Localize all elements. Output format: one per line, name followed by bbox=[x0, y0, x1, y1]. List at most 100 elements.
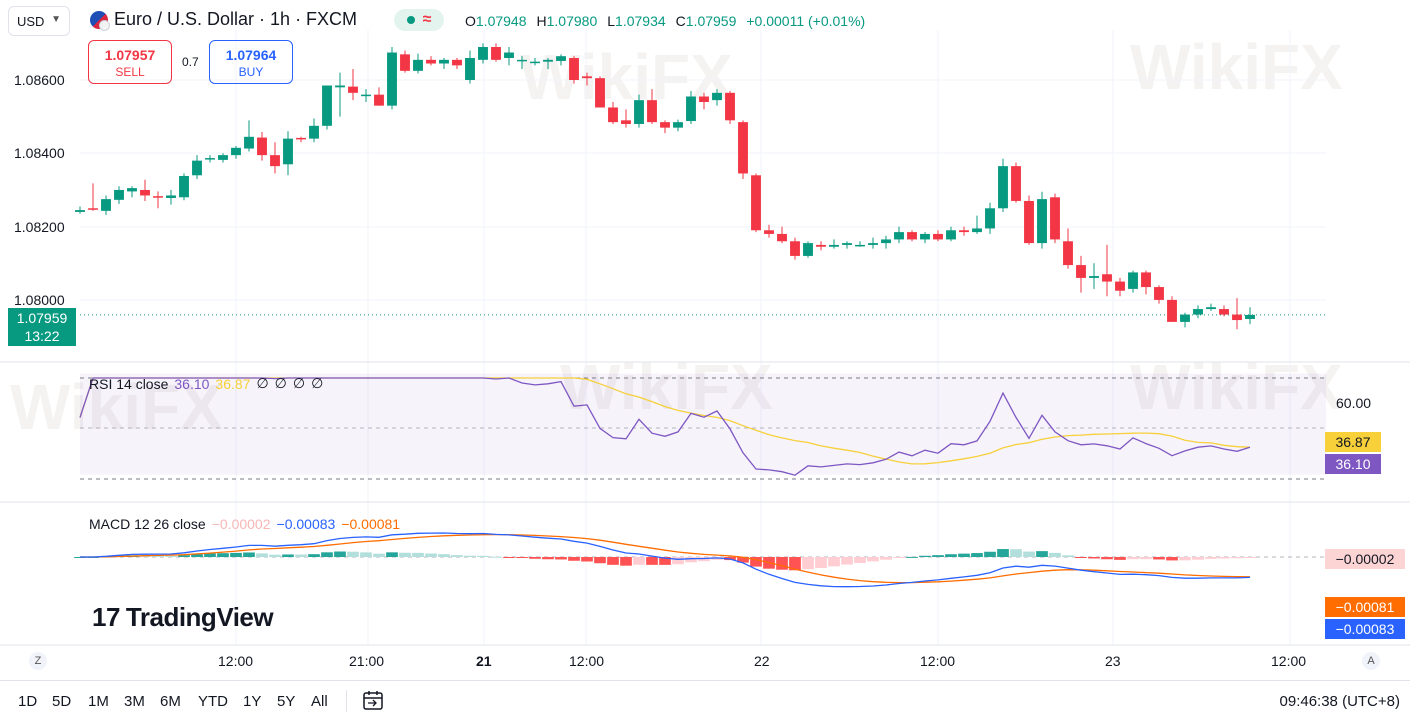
range-ytd-button[interactable]: YTD bbox=[198, 693, 228, 710]
time-axis-label: 21:00 bbox=[349, 653, 385, 669]
macd-histogram-bar bbox=[1205, 557, 1217, 559]
buy-label: BUY bbox=[238, 65, 264, 79]
macd-histogram-bar bbox=[412, 552, 424, 557]
date-range-icon[interactable] bbox=[362, 689, 384, 711]
price-axis-label: 1.08000 bbox=[14, 292, 65, 308]
macd-histogram-bar bbox=[282, 554, 294, 557]
candle-body bbox=[1063, 241, 1073, 266]
candle-body bbox=[673, 122, 683, 128]
macd-histogram-bar bbox=[685, 557, 697, 563]
macd-histogram-bar bbox=[334, 551, 346, 557]
macd-histogram-bar bbox=[269, 554, 281, 557]
sell-label: SELL bbox=[115, 65, 145, 79]
tradingview-logo[interactable]: 17 TradingView bbox=[92, 602, 274, 632]
macd-histogram-bar bbox=[893, 557, 905, 558]
candle-body bbox=[621, 120, 631, 124]
range-3m-button[interactable]: 3M bbox=[124, 693, 145, 710]
macd-histogram-bar bbox=[373, 553, 385, 557]
macd-histogram-bar bbox=[516, 557, 528, 559]
range-5d-button[interactable]: 5D bbox=[52, 693, 72, 710]
macd-histogram-bar bbox=[841, 557, 853, 565]
market-status-badge[interactable]: ≈ bbox=[394, 9, 444, 31]
candle-body bbox=[348, 86, 358, 93]
range-all-button[interactable]: All bbox=[311, 693, 328, 710]
auto-scale-icon[interactable]: A bbox=[1362, 652, 1380, 670]
range-6m-button[interactable]: 6M bbox=[160, 693, 181, 710]
bar-countdown: 13:22 bbox=[24, 328, 60, 344]
candle-body bbox=[192, 160, 202, 176]
macd-histogram-bar bbox=[165, 555, 177, 557]
candle-body bbox=[1050, 197, 1060, 240]
toolbar-divider bbox=[346, 690, 347, 712]
macd-histogram-bar bbox=[217, 553, 229, 557]
ohlc-close: C1.07959 bbox=[675, 13, 737, 29]
candle-body bbox=[1219, 309, 1229, 315]
candle-body bbox=[725, 92, 735, 121]
rsi-ma-value: 36.87 bbox=[215, 375, 251, 392]
scroll-left-icon[interactable]: Z bbox=[29, 652, 47, 670]
candle-body bbox=[413, 59, 423, 71]
ohlc-change: +0.00011 (+0.01%) bbox=[746, 13, 866, 29]
macd-histogram-bar bbox=[1192, 557, 1204, 560]
macd-histogram-bar bbox=[919, 555, 931, 557]
rsi-band-fill bbox=[80, 373, 1326, 475]
macd-histogram-bar bbox=[1101, 557, 1113, 560]
macd-histogram-bar bbox=[568, 557, 580, 561]
macd-histogram-bar bbox=[789, 557, 801, 571]
symbol-title[interactable]: Euro / U.S. Dollar · 1h · FXCM bbox=[90, 9, 357, 31]
macd-hist-value: −0.00002 bbox=[211, 516, 271, 532]
candle-body bbox=[764, 230, 774, 234]
macd-histogram-bar bbox=[971, 553, 983, 557]
candle-body bbox=[933, 233, 943, 240]
macd-histogram-bar bbox=[425, 553, 437, 557]
macd-histogram-bar bbox=[243, 552, 255, 557]
candle-body bbox=[153, 196, 163, 198]
macd-histogram-bar bbox=[1023, 551, 1035, 557]
macd-histogram-bar bbox=[542, 557, 554, 560]
macd-legend[interactable]: MACD 12 26 close −0.00002 −0.00083 −0.00… bbox=[89, 516, 400, 532]
macd-histogram-bar bbox=[321, 552, 333, 557]
candle-body bbox=[452, 59, 462, 66]
clock-timezone[interactable]: 09:46:38 (UTC+8) bbox=[1279, 693, 1400, 710]
candle-body bbox=[218, 155, 228, 160]
rsi-ma-badge: 36.87 bbox=[1325, 432, 1381, 452]
candle-body bbox=[686, 96, 696, 122]
price-axis-label: 1.08400 bbox=[14, 145, 65, 161]
buy-button[interactable]: 1.07964 BUY bbox=[209, 40, 293, 84]
macd-histogram-bar bbox=[1218, 557, 1230, 559]
range-1d-button[interactable]: 1D bbox=[18, 693, 38, 710]
range-1y-button[interactable]: 1Y bbox=[243, 693, 262, 710]
rsi-title: RSI 14 close bbox=[89, 375, 169, 392]
macd-histogram-bar bbox=[503, 557, 515, 558]
ohlc-open: O1.07948 bbox=[465, 13, 527, 29]
candle-body bbox=[1128, 272, 1138, 289]
candle-body bbox=[998, 166, 1008, 209]
candle-body bbox=[543, 59, 553, 62]
macd-histogram-bar bbox=[672, 557, 684, 565]
candle-body bbox=[790, 241, 800, 256]
sell-button[interactable]: 1.07957 SELL bbox=[88, 40, 172, 84]
candle-body bbox=[920, 233, 930, 240]
candle-body bbox=[75, 210, 85, 212]
currency-select[interactable]: USD ▼ bbox=[8, 6, 70, 36]
macd-histogram-bar bbox=[1088, 557, 1100, 559]
macd-hist-badge: −0.00002 bbox=[1325, 549, 1405, 569]
macd-signal-value: −0.00081 bbox=[341, 516, 401, 532]
tradingview-logo-icon: 17 bbox=[92, 602, 120, 632]
candle-body bbox=[1102, 274, 1112, 282]
candle-body bbox=[1076, 265, 1086, 278]
macd-histogram-bar bbox=[178, 555, 190, 557]
rsi-legend[interactable]: RSI 14 close 36.10 36.87 ∅ ∅ ∅ ∅ bbox=[89, 375, 323, 392]
range-1m-button[interactable]: 1M bbox=[88, 693, 109, 710]
price-chart[interactable] bbox=[0, 0, 1410, 680]
rsi-line bbox=[79, 377, 1251, 476]
candle-body bbox=[257, 137, 267, 156]
watermark: WikiFX bbox=[560, 350, 773, 424]
market-open-icon bbox=[406, 16, 415, 24]
candle-body bbox=[179, 176, 189, 198]
chevron-down-icon: ▼ bbox=[51, 14, 61, 25]
macd-histogram-bar bbox=[607, 557, 619, 565]
candle-body bbox=[283, 138, 293, 165]
candle-body bbox=[1089, 276, 1099, 278]
range-5y-button[interactable]: 5Y bbox=[277, 693, 296, 710]
